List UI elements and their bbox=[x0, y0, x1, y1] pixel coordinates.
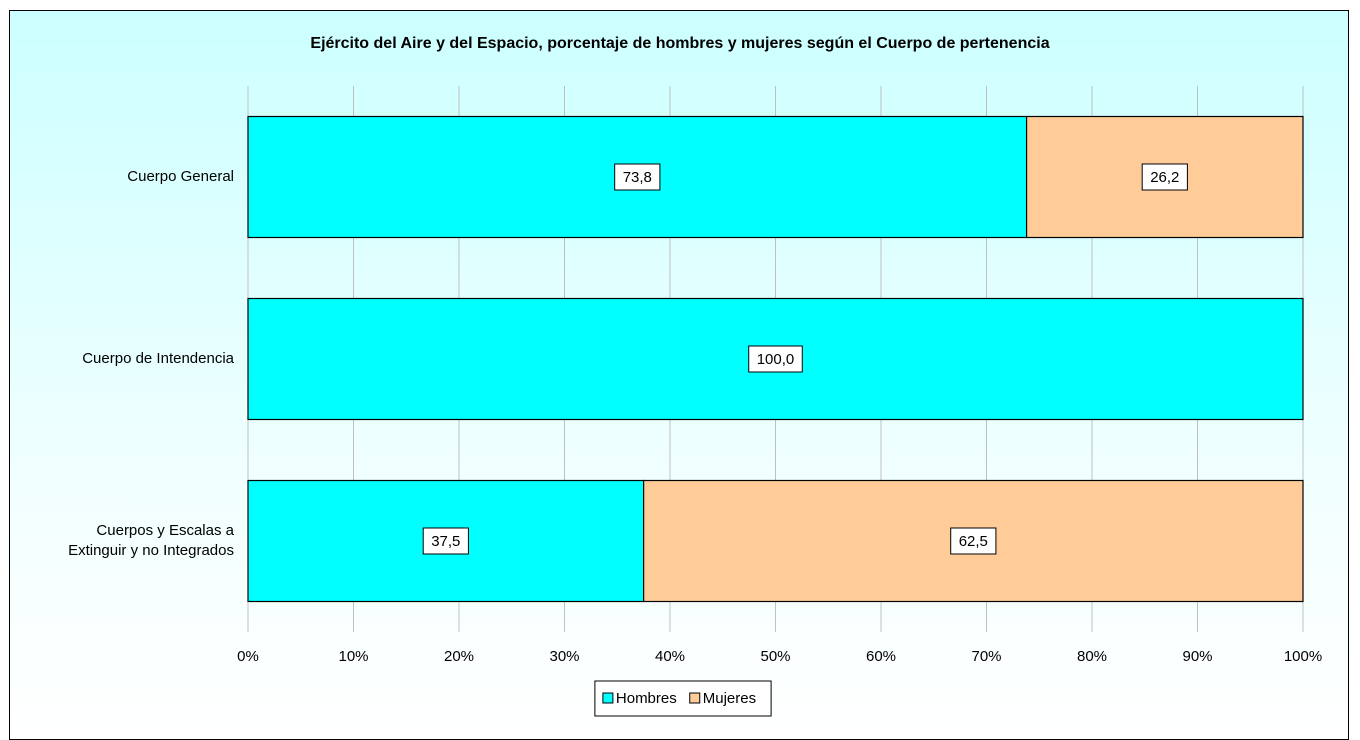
x-tick-label: 0% bbox=[237, 648, 259, 665]
legend-label: Mujeres bbox=[703, 690, 756, 707]
y-tick-label: Cuerpo de Intendencia bbox=[82, 350, 234, 367]
x-tick-label: 60% bbox=[866, 648, 896, 665]
data-label: 62,5 bbox=[959, 533, 988, 550]
x-tick-label: 10% bbox=[338, 648, 368, 665]
data-label-box bbox=[422, 527, 469, 555]
data-label-box bbox=[748, 345, 803, 373]
x-tick-label: 90% bbox=[1182, 648, 1212, 665]
data-label: 73,8 bbox=[623, 169, 652, 186]
data-label: 37,5 bbox=[431, 533, 460, 550]
x-tick-label: 20% bbox=[444, 648, 474, 665]
x-tick-label: 100% bbox=[1284, 648, 1322, 665]
x-tick-label: 30% bbox=[549, 648, 579, 665]
data-label: 100,0 bbox=[757, 351, 795, 368]
data-label-box bbox=[950, 527, 997, 555]
x-tick-label: 70% bbox=[971, 648, 1001, 665]
legend-box bbox=[594, 680, 772, 717]
x-tick-label: 50% bbox=[760, 648, 790, 665]
legend-swatch bbox=[689, 692, 701, 704]
legend-label: Hombres bbox=[616, 690, 677, 707]
chart-title: Ejército del Aire y del Espacio, porcent… bbox=[310, 35, 1049, 52]
x-tick-label: 80% bbox=[1077, 648, 1107, 665]
x-tick-label: 40% bbox=[655, 648, 685, 665]
legend-swatch bbox=[602, 692, 614, 704]
y-tick-label: Cuerpo General bbox=[127, 168, 234, 185]
data-label: 26,2 bbox=[1150, 169, 1179, 186]
data-label-box bbox=[1141, 163, 1188, 191]
y-tick-label: Cuerpos y Escalas a Extinguir y no Integ… bbox=[68, 522, 234, 559]
data-label-box bbox=[614, 163, 661, 191]
